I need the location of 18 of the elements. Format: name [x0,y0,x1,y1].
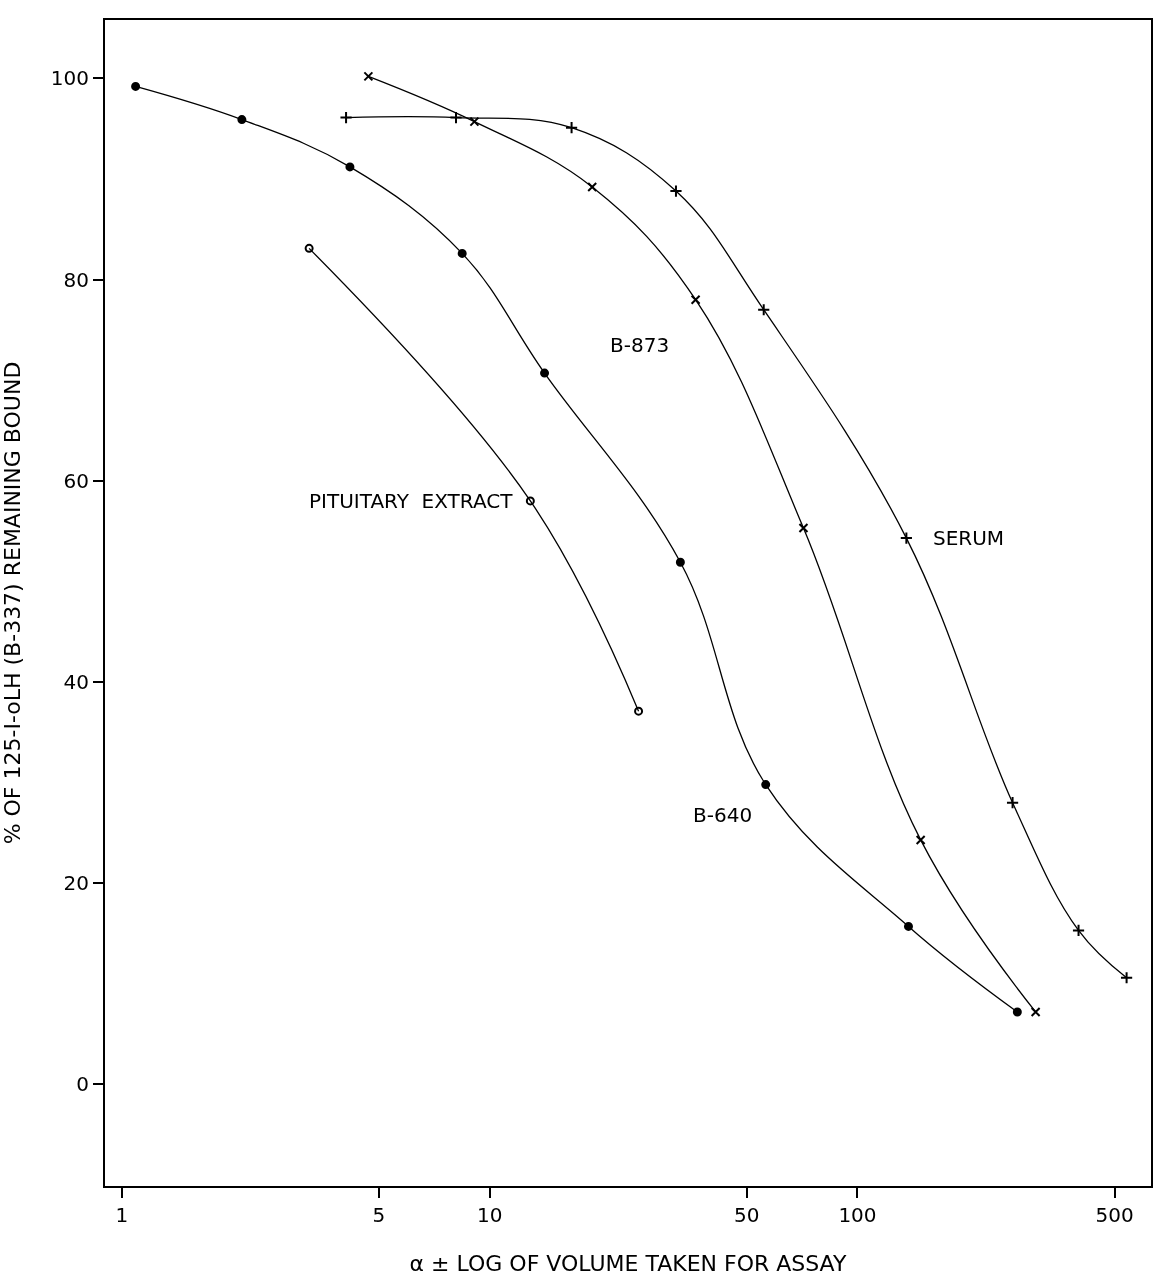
y-tick-label: 80 [63,267,89,292]
x-tick-label: 500 [1095,1203,1134,1227]
y-tick-label: 40 [63,669,89,694]
y-tick-label: 0 [76,1072,89,1097]
series-label: B-873 [610,333,670,357]
x-tick-label: 1 [115,1203,129,1227]
x-tick-label: 5 [372,1203,386,1227]
series-label: PITUITARY EXTRACT [309,489,514,513]
x-tick-label: 50 [734,1203,760,1227]
series-label: B-640 [693,803,753,827]
series-label: SERUM [933,526,1005,550]
y-tick-label: 100 [50,66,89,91]
x-tick-label: 100 [838,1203,877,1227]
y-tick-label: 60 [63,468,89,493]
x-axis-title: α ± LOG OF VOLUME TAKEN FOR ASSAY [409,1251,847,1277]
x-tick-label: 10 [476,1203,503,1227]
y-axis-title: % OF 125-I-oLH (B-337) REMAINING BOUND [0,361,25,845]
y-tick-label: 20 [63,871,89,896]
